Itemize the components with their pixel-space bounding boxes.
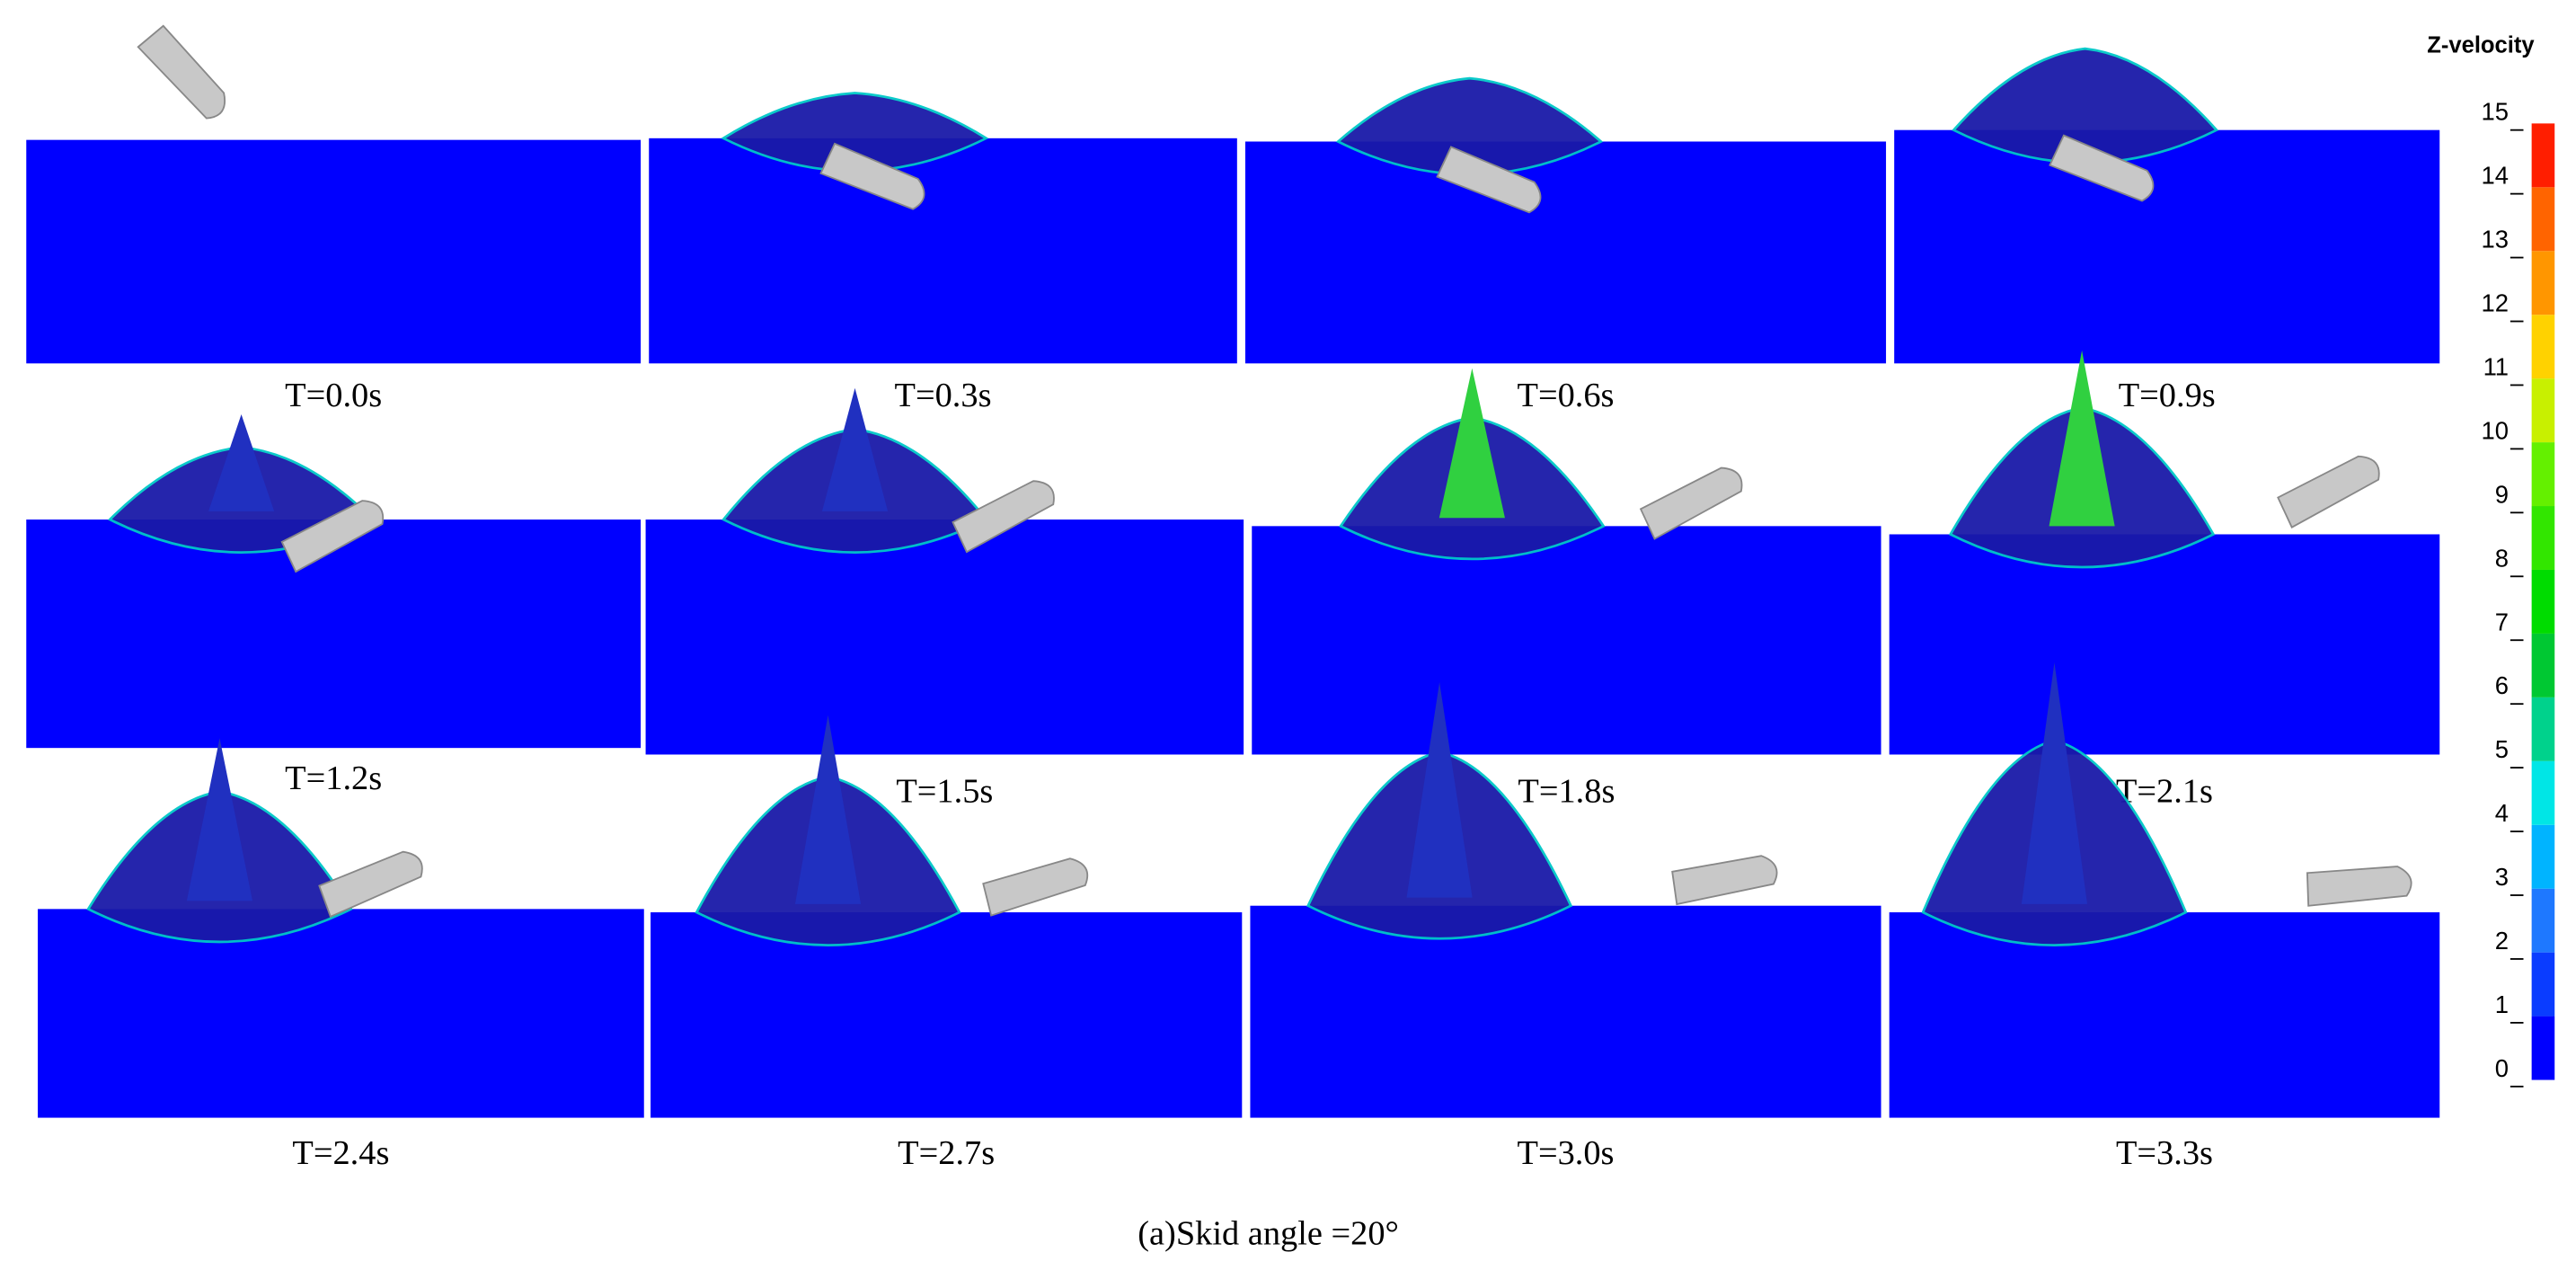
water	[649, 138, 1237, 364]
panel-label: T=1.2s	[285, 759, 382, 797]
colorbar-band	[2531, 760, 2555, 825]
colorbar-tick-label: 11	[2483, 352, 2509, 380]
colorbar-band	[2531, 952, 2555, 1017]
colorbar-band	[2531, 315, 2555, 379]
water	[1894, 129, 2440, 364]
water	[651, 912, 1243, 1118]
colorbar-tick-label: 6	[2495, 671, 2509, 699]
water	[1889, 912, 2440, 1118]
colorbar-band	[2531, 123, 2555, 188]
colorbar-tick-label: 12	[2482, 289, 2509, 317]
jet	[1438, 368, 1505, 519]
jet	[794, 715, 862, 904]
caption: (a)Skid angle =20°	[1138, 1214, 1399, 1252]
colorbar-tick-label: 1	[2495, 990, 2509, 1018]
colorbar-band	[2531, 506, 2555, 570]
panel-label: T=2.1s	[2116, 773, 2213, 811]
hull	[1671, 855, 1778, 906]
hull	[318, 850, 423, 919]
panel-label: T=0.0s	[285, 377, 382, 414]
colorbar-tick-label: 4	[2495, 799, 2509, 827]
colorbar-band	[2531, 824, 2555, 889]
hull	[2306, 866, 2412, 907]
water	[645, 520, 1244, 755]
colorbar-tick-label: 8	[2495, 544, 2509, 572]
colorbar-tick-label: 2	[2495, 927, 2509, 955]
hull	[1436, 146, 1542, 214]
jet	[208, 414, 275, 511]
colorbar-band	[2531, 888, 2555, 953]
colorbar-title: Z-velocity	[2427, 33, 2535, 58]
panel-label: T=2.4s	[292, 1134, 389, 1172]
colorbar-band	[2531, 187, 2555, 252]
hull	[2049, 134, 2155, 202]
colorbar-tick-label: 0	[2495, 1054, 2509, 1082]
panel-label: T=3.3s	[2116, 1134, 2213, 1172]
water	[26, 139, 642, 364]
colorbar-band	[2531, 1016, 2555, 1080]
hull	[137, 24, 226, 120]
colorbar-band	[2531, 442, 2555, 507]
colorbar-band	[2531, 569, 2555, 634]
panel-label: T=1.8s	[1518, 773, 1615, 811]
jet	[2021, 662, 2088, 904]
colorbar-tick-label: 14	[2482, 162, 2509, 190]
hull	[1639, 466, 1743, 540]
colorbar-band	[2531, 378, 2555, 443]
colorbar-tick-label: 5	[2495, 735, 2509, 763]
panel-label: T=3.0s	[1518, 1134, 1615, 1172]
water	[1889, 534, 2440, 755]
panel-label: T=1.5s	[896, 773, 993, 811]
panel-label: T=0.3s	[895, 377, 992, 414]
colorbar-tick-label: 3	[2495, 863, 2509, 891]
colorbar-tick-label: 10	[2482, 416, 2509, 444]
colorbar-tick-label: 9	[2495, 480, 2509, 508]
colorbar-tick-label: 15	[2482, 98, 2509, 126]
colorbar-band	[2531, 251, 2555, 315]
panel-label: T=2.7s	[898, 1134, 995, 1172]
jet	[1406, 682, 1473, 898]
water	[1250, 905, 1881, 1118]
hull	[952, 480, 1055, 554]
water	[38, 909, 644, 1118]
jet	[821, 387, 889, 511]
panel-label: T=0.9s	[2119, 377, 2216, 414]
water	[1244, 141, 1887, 364]
water	[1252, 526, 1881, 755]
hull	[2277, 455, 2380, 528]
water	[26, 520, 642, 749]
hull	[982, 857, 1089, 917]
hull	[819, 142, 925, 210]
jet	[2049, 350, 2115, 527]
panel-label: T=0.6s	[1518, 377, 1615, 414]
colorbar-tick-label: 7	[2495, 608, 2509, 635]
jet	[186, 738, 253, 902]
colorbar-band	[2531, 697, 2555, 761]
colorbar-band	[2531, 633, 2555, 697]
hull	[280, 500, 385, 573]
colorbar-tick-label: 13	[2482, 226, 2509, 253]
